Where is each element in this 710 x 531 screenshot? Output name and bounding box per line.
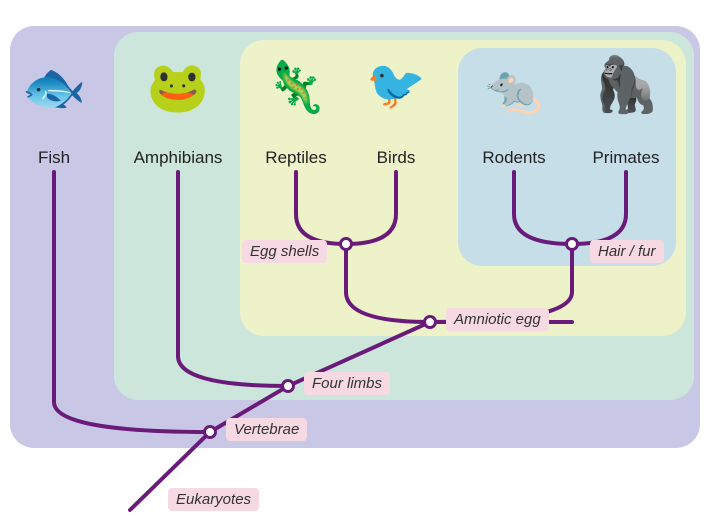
trait-amniotic-node: Amniotic egg [446, 308, 549, 331]
cladogram-diagram: 🐟 Fish 🐸 Amphibians 🦎 Reptiles 🐦 Birds 🐀 Rodents 🦍… [0, 0, 710, 531]
amphibians-icon: 🐸 [147, 62, 209, 112]
reptiles-icon: 🦎 [265, 62, 327, 112]
trait-vertebrae-node: Vertebrae [226, 418, 307, 441]
birds-icon: 🐦 [366, 62, 426, 110]
rodents-icon: 🐀 [485, 66, 542, 112]
birds-label: Birds [377, 148, 416, 168]
trait-eggshells-node: Egg shells [242, 240, 327, 263]
fish-label: Fish [38, 148, 70, 168]
rodents-label: Rodents [482, 148, 545, 168]
primates-label: Primates [592, 148, 659, 168]
reptiles-label: Reptiles [265, 148, 326, 168]
trait-hairfur-node: Hair / fur [590, 240, 664, 263]
amphibians-label: Amphibians [134, 148, 223, 168]
fish-icon: 🐟 [22, 62, 87, 114]
root-label: Eukaryotes [168, 488, 259, 511]
trait-fourlimbs-node: Four limbs [304, 372, 390, 395]
primates-icon: 🦍 [592, 58, 659, 112]
